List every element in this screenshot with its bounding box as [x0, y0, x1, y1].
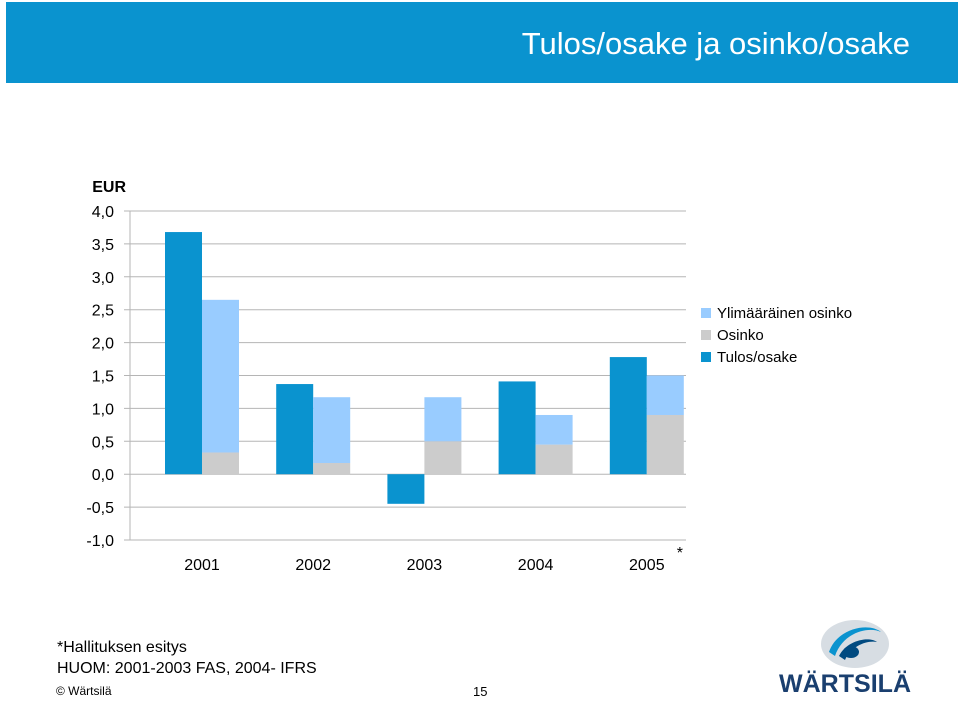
wartsila-logo-icon: WÄRTSILÄ — [779, 620, 911, 698]
x-tick-label: 2005 — [629, 557, 665, 574]
bar-dividend-2004 — [535, 444, 573, 475]
y-tick-label: 4,0 — [92, 204, 114, 221]
footnote-accounting: HUOM: 2001-2003 FAS, 2004- IFRS — [57, 660, 317, 677]
y-tick-label: 1,5 — [92, 369, 114, 386]
bar-dividend-2001 — [202, 452, 239, 475]
bar-dividend-2005 — [646, 414, 684, 475]
y-tick-label: 0,0 — [92, 467, 114, 484]
bar-chart: 4,0 3,5 3,0 2,5 2,0 1,5 1,0 0,5 0,0 -0,5 -1,0 EUR 20… — [86, 179, 852, 574]
y-tick-label: 0,5 — [92, 434, 114, 451]
bar-dividend-2003 — [424, 441, 462, 475]
y-tick-label: 3,0 — [92, 270, 114, 287]
bar-eps-2004 — [498, 381, 536, 475]
bar-eps-2002 — [276, 384, 314, 475]
legend-swatch — [701, 330, 711, 340]
copyright-text: © Wärtsilä — [56, 684, 112, 698]
y-tick-label: -0,5 — [86, 500, 114, 517]
legend-label: Osinko — [717, 327, 764, 344]
svg-text:WÄRTSILÄ: WÄRTSILÄ — [779, 670, 911, 698]
x-tick-label: 2004 — [518, 557, 554, 574]
x-tick-label: 2003 — [407, 557, 443, 574]
legend-swatch — [701, 352, 711, 362]
bar-extra-dividend-2001 — [202, 299, 239, 453]
bar-eps-2005 — [609, 357, 647, 475]
y-tick-label: 1,0 — [92, 401, 114, 418]
bar-eps-2003 — [387, 474, 425, 504]
bar-eps-2001 — [165, 232, 202, 475]
y-tick-label: 2,0 — [92, 336, 114, 353]
legend-label: Ylimääräinen osinko — [717, 305, 852, 322]
y-tick-label: 2,5 — [92, 303, 114, 320]
title-bar: Tulos/osake ja osinko/osake — [6, 2, 958, 83]
bar-extra-dividend-2004 — [535, 414, 573, 445]
x-tick-footnote-mark: * — [677, 545, 683, 562]
legend-label: Tulos/osake — [717, 349, 797, 366]
x-tick-label: 2001 — [184, 557, 220, 574]
bar-extra-dividend-2005 — [646, 375, 684, 415]
y-axis-unit: EUR — [92, 179, 126, 196]
y-tick-label: -1,0 — [86, 533, 114, 550]
bar-extra-dividend-2003 — [424, 397, 462, 442]
bar-extra-dividend-2002 — [313, 397, 351, 464]
slide-title: Tulos/osake ja osinko/osake — [521, 26, 910, 61]
bar-dividend-2002 — [313, 463, 351, 475]
legend-swatch — [701, 308, 711, 318]
wartsila-logo: WÄRTSILÄ — [777, 612, 917, 703]
page-number: 15 — [473, 684, 488, 699]
x-tick-label: 2002 — [295, 557, 331, 574]
y-tick-label: 3,5 — [92, 237, 114, 254]
footnote-proposal: *Hallituksen esitys — [57, 639, 187, 656]
